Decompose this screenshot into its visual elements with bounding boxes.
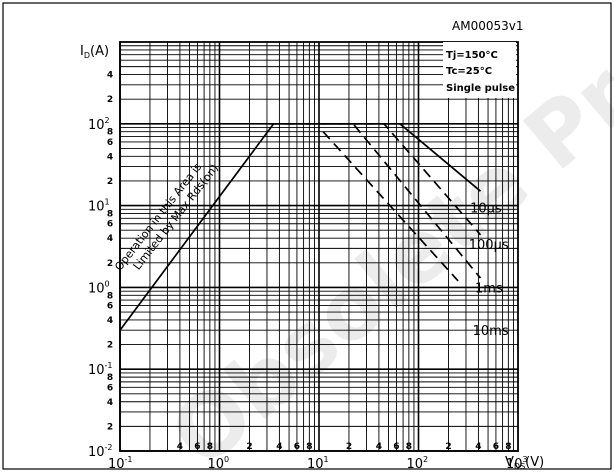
y-minor-tick-label: 2 <box>107 95 113 105</box>
y-minor-tick-label: 6 <box>107 138 113 148</box>
y-minor-tick-label: 8 <box>107 291 113 301</box>
y-major-tick-label: 10-1 <box>88 361 113 378</box>
y-minor-tick-label: 6 <box>107 383 113 393</box>
y-major-tick-label: 100 <box>88 279 110 296</box>
x-minor-tick-label: 2 <box>346 442 352 452</box>
y-minor-tick-label: 4 <box>107 152 113 162</box>
x-minor-tick-label: 2 <box>445 442 451 452</box>
x-minor-tick-label: 8 <box>306 442 312 452</box>
y-minor-tick-label: 6 <box>107 220 113 230</box>
x-minor-tick-label: 4 <box>475 442 481 452</box>
y-axis-label: ID(A) <box>80 44 109 60</box>
conditions-box: Tj=150°C Tc=25°C Single pulse <box>443 42 516 98</box>
x-major-tick-label: 101 <box>307 455 329 472</box>
log-grid <box>119 42 518 452</box>
y-minor-tick-label: 4 <box>107 398 113 408</box>
y-major-tick-label: 102 <box>88 116 110 133</box>
x-axis-label: VDS(V) <box>505 455 544 471</box>
x-minor-tick-label: 4 <box>276 442 282 452</box>
pulse-label: 10µs <box>470 201 502 216</box>
soa-curve <box>322 131 459 282</box>
pulse-label: 100µs <box>469 238 509 253</box>
condition-tj: Tj=150°C <box>446 50 498 61</box>
y-minor-tick-label: 2 <box>107 259 113 269</box>
x-minor-tick-label: 6 <box>194 442 200 452</box>
y-minor-tick-label: 2 <box>107 422 113 432</box>
y-minor-tick-label: 4 <box>107 234 113 244</box>
chart-title: AM00053v1 <box>452 19 523 33</box>
x-minor-tick-label: 6 <box>493 442 499 452</box>
condition-tc: Tc=25°C <box>446 66 492 77</box>
pulse-label: 1ms <box>475 281 503 296</box>
y-major-tick-label: 101 <box>88 198 110 215</box>
y-major-tick-label: 10-2 <box>88 443 113 460</box>
x-minor-tick-label: 4 <box>177 442 183 452</box>
x-major-tick-label: 102 <box>407 455 429 472</box>
x-major-tick-labels: 10-1 100 101 102 103 <box>108 455 528 472</box>
x-minor-tick-label: 2 <box>246 442 252 452</box>
x-minor-tick-label: 4 <box>376 442 382 452</box>
x-minor-tick-label: 8 <box>505 442 511 452</box>
x-minor-tick-label: 8 <box>406 442 412 452</box>
pulse-duration-labels: 10µs 100µs 1ms 10ms <box>469 201 509 339</box>
x-major-tick-label: 103 <box>506 455 528 472</box>
y-minor-tick-label: 8 <box>107 210 113 220</box>
soa-curves <box>119 122 482 331</box>
x-major-tick-label: 100 <box>208 455 230 472</box>
pulse-label: 10ms <box>473 324 509 339</box>
soa-curve <box>306 122 482 279</box>
y-minor-tick-label: 8 <box>107 128 113 138</box>
y-minor-tick-label: 4 <box>107 316 113 326</box>
y-minor-tick-label: 6 <box>107 302 113 312</box>
y-minor-tick-label: 4 <box>107 71 113 81</box>
x-major-tick-label: 10-1 <box>108 455 133 472</box>
y-major-tick-labels: 10-2 10-1 100 101 102 <box>88 116 113 460</box>
plot-border <box>119 41 519 452</box>
x-minor-tick-label: 6 <box>393 442 399 452</box>
y-minor-tick-label: 2 <box>107 177 113 187</box>
y-minor-tick-label: 2 <box>107 341 113 351</box>
x-minor-tick-label: 6 <box>294 442 300 452</box>
x-minor-tick-label: 8 <box>207 442 213 452</box>
condition-pulse: Single pulse <box>446 83 515 94</box>
y-minor-tick-label: 8 <box>107 373 113 383</box>
